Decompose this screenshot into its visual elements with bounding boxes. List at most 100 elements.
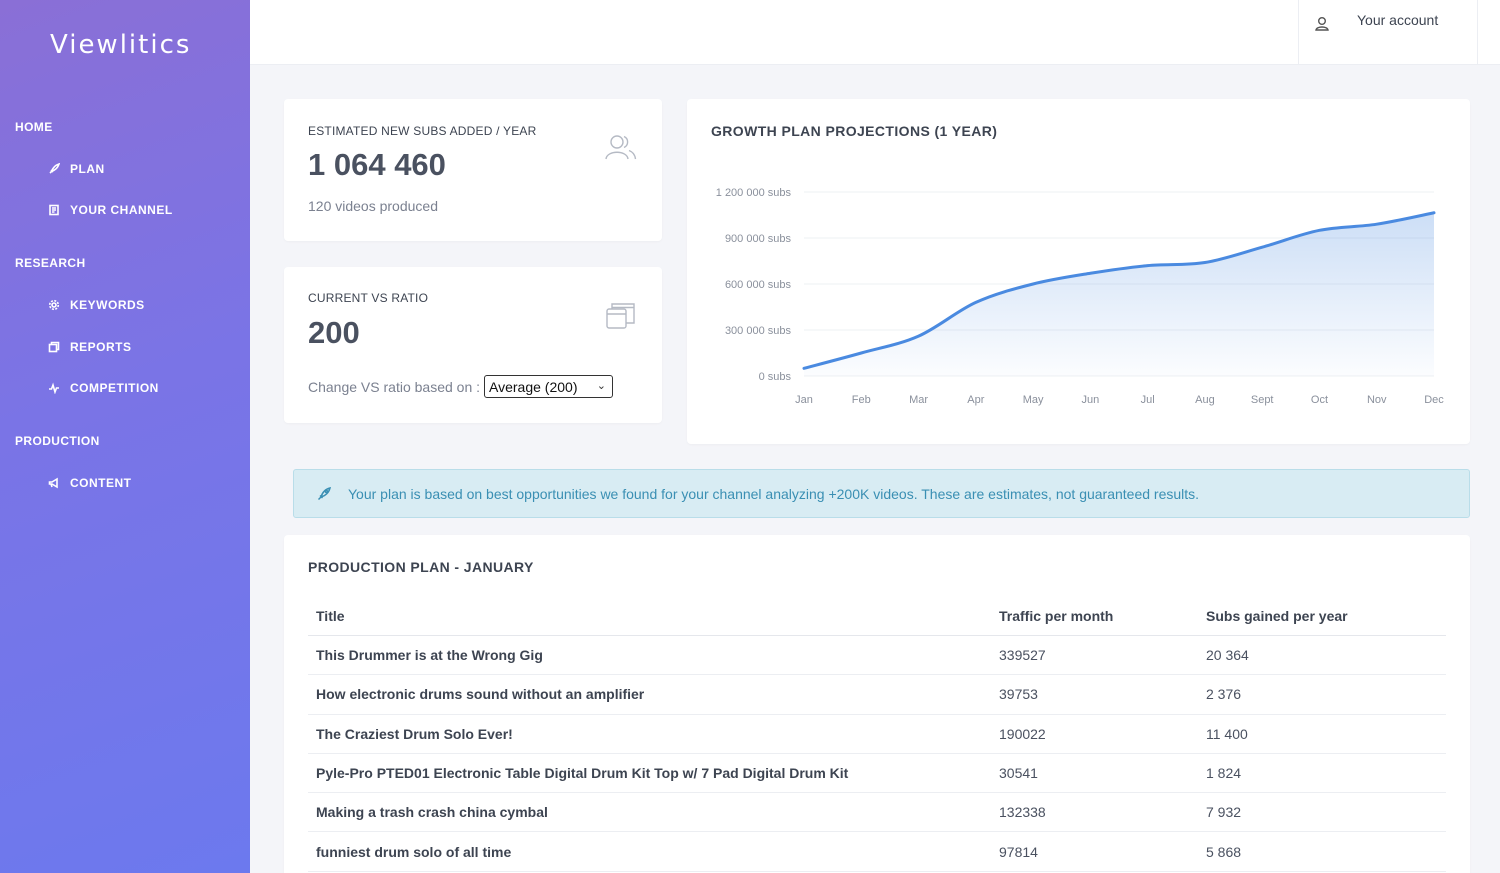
x-tick-label: Jul (1141, 394, 1155, 406)
x-tick-label: Mar (909, 394, 928, 406)
ratio-select[interactable]: Average (200) ⌄ (484, 375, 614, 398)
growth-chart-card: GROWTH PLAN PROJECTIONS (1 YEAR) 0 subs 3… (687, 99, 1470, 444)
x-tick-label: Jan (795, 394, 813, 406)
subs-cell: 20 364 (1198, 635, 1446, 676)
data-point[interactable] (914, 331, 924, 341)
y-tick-label: 900 000 subs (725, 233, 792, 245)
production-plan-title: PRODUCTION PLAN - JANUARY (308, 559, 534, 575)
subs-cell: 11 400 (1198, 714, 1446, 754)
data-point[interactable] (1372, 219, 1382, 229)
nav-section-production: PRODUCTION (15, 434, 100, 448)
video-title-cell: Making a trash crash china cymbal (308, 792, 991, 833)
y-tick-label: 0 subs (759, 371, 792, 383)
x-tick-label: Jun (1081, 394, 1099, 406)
sidebar-item-label: COMPETITION (70, 381, 159, 395)
subs-stat-label: ESTIMATED NEW SUBS ADDED / YEAR (308, 124, 537, 138)
data-point[interactable] (799, 363, 809, 373)
column-header-subs: Subs gained per year (1198, 600, 1446, 636)
sidebar-item-plan[interactable]: PLAN (46, 161, 105, 177)
y-tick-label: 300 000 subs (725, 325, 792, 337)
data-point[interactable] (856, 348, 866, 358)
ratio-stat-value: 200 (308, 315, 360, 350)
sidebar-item-competition[interactable]: COMPETITION (46, 380, 159, 396)
data-point[interactable] (1429, 208, 1439, 218)
x-tick-label: Aug (1195, 394, 1215, 406)
table-row[interactable]: This Drummer is at the Wrong Gig 339527 … (308, 635, 1446, 676)
data-point[interactable] (1085, 268, 1095, 278)
pulse-icon (46, 380, 62, 396)
top-bar: Your account (250, 0, 1500, 65)
account-label: Your account (1357, 12, 1439, 28)
nav-section-home: HOME (15, 120, 53, 134)
traffic-cell: 190022 (991, 714, 1198, 754)
ratio-stat-label: CURRENT VS RATIO (308, 291, 429, 305)
subs-stat-value: 1 064 460 (308, 147, 446, 182)
traffic-cell: 39753 (991, 674, 1198, 715)
ratio-stat-card: CURRENT VS RATIO 200 Change VS ratio bas… (284, 267, 662, 423)
table-row[interactable]: funniest drum solo of all time 97814 5 8… (308, 831, 1446, 872)
user-icon (1313, 15, 1331, 33)
column-header-traffic: Traffic per month (991, 600, 1198, 636)
windows-icon (604, 299, 638, 333)
column-header-title: Title (308, 600, 991, 636)
video-title-cell: Pyle-Pro PTED01 Electronic Table Digital… (308, 753, 991, 794)
data-point[interactable] (1314, 225, 1324, 235)
rocket-icon (316, 486, 332, 502)
subs-cell: 2 376 (1198, 674, 1446, 715)
y-tick-label: 1 200 000 subs (716, 187, 792, 199)
sidebar-item-your-channel[interactable]: YOUR CHANNEL (46, 202, 173, 218)
data-point[interactable] (1028, 279, 1038, 289)
x-tick-label: Apr (967, 394, 984, 406)
sidebar-item-label: PLAN (70, 162, 105, 176)
ratio-select-value: Average (200) (489, 378, 578, 395)
sidebar-item-reports[interactable]: REPORTS (46, 339, 132, 355)
subs-stat-card: ESTIMATED NEW SUBS ADDED / YEAR 1 064 46… (284, 99, 662, 241)
nav-section-research: RESEARCH (15, 256, 86, 270)
data-point[interactable] (1143, 261, 1153, 271)
series-area (804, 212, 1434, 376)
x-tick-label: May (1023, 394, 1044, 406)
traffic-cell: 339527 (991, 635, 1198, 676)
data-point[interactable] (971, 297, 981, 307)
alert-message: Your plan is based on best opportunities… (348, 486, 1200, 502)
production-plan-card: PRODUCTION PLAN - JANUARY Title Traffic … (284, 535, 1470, 873)
video-title-cell: This Drummer is at the Wrong Gig (308, 635, 991, 676)
table-row[interactable]: How electronic drums sound without an am… (308, 674, 1446, 715)
traffic-cell: 30541 (991, 753, 1198, 794)
data-point[interactable] (1257, 242, 1267, 252)
subs-cell: 5 868 (1198, 831, 1446, 872)
document-icon (46, 202, 62, 218)
subs-cell: 1 824 (1198, 753, 1446, 794)
users-icon (604, 131, 638, 165)
ratio-select-label: Change VS ratio based on : (308, 378, 481, 395)
videos-produced-text: 120 videos produced (308, 198, 438, 214)
table-header-row: Title Traffic per month Subs gained per … (308, 600, 1446, 636)
account-menu[interactable]: Your account (1298, 0, 1478, 65)
video-title-cell: How electronic drums sound without an am… (308, 674, 991, 715)
rocket-icon (46, 161, 62, 177)
sidebar-item-content[interactable]: CONTENT (46, 475, 132, 491)
x-tick-label: Dec (1424, 394, 1444, 406)
sidebar-item-label: KEYWORDS (70, 298, 145, 312)
chart-title: GROWTH PLAN PROJECTIONS (1 YEAR) (711, 123, 998, 139)
table-row[interactable]: Pyle-Pro PTED01 Electronic Table Digital… (308, 753, 1446, 794)
x-tick-label: Sept (1251, 394, 1274, 406)
traffic-cell: 97814 (991, 831, 1198, 872)
traffic-cell: 132338 (991, 792, 1198, 833)
megaphone-icon (46, 475, 62, 491)
sidebar-item-keywords[interactable]: KEYWORDS (46, 297, 145, 313)
x-tick-label: Oct (1311, 394, 1328, 406)
x-tick-label: Nov (1367, 394, 1387, 406)
data-point[interactable] (1200, 258, 1210, 268)
sidebar-item-label: CONTENT (70, 476, 132, 490)
y-tick-label: 600 000 subs (725, 279, 792, 291)
series-line (802, 211, 1436, 370)
growth-chart: 0 subs 300 000 subs 600 000 subs 900 000 su… (716, 187, 1445, 406)
brand-logo[interactable]: Viewlitics (50, 30, 192, 60)
ratio-select-row: Change VS ratio based on : Average (200)… (308, 375, 614, 398)
sidebar-item-label: REPORTS (70, 340, 132, 354)
sidebar: Viewlitics HOME PLAN YOUR CHANNEL RESEAR… (0, 0, 250, 873)
table-row[interactable]: Making a trash crash china cymbal 132338… (308, 792, 1446, 833)
info-alert: Your plan is based on best opportunities… (293, 469, 1470, 518)
table-row[interactable]: The Craziest Drum Solo Ever! 190022 11 4… (308, 714, 1446, 754)
